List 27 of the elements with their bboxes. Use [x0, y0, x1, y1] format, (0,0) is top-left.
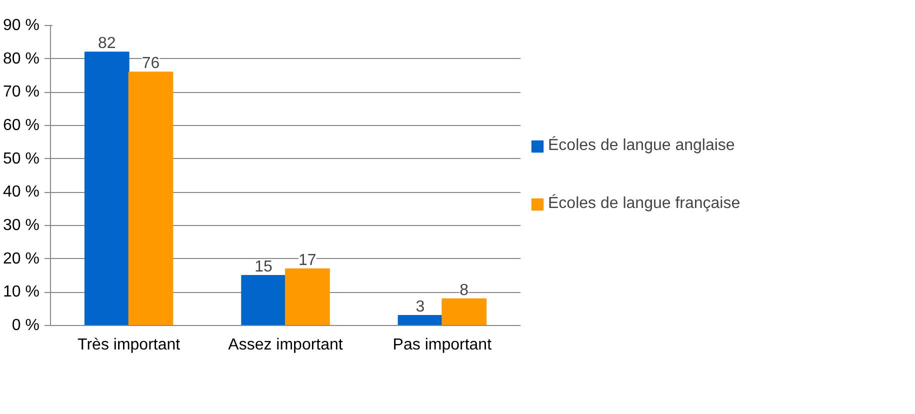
bar — [84, 52, 130, 326]
y-tick-label: 10 % — [3, 284, 40, 301]
data-label: 76 — [142, 55, 160, 72]
legend-label: Écoles de langue française — [548, 195, 740, 213]
data-label: 3 — [416, 298, 425, 316]
y-tick-label: 30 % — [3, 217, 40, 234]
bar — [398, 315, 443, 326]
legend-label: Écoles de langue anglaise — [548, 137, 735, 155]
x-tick-label: Très important — [78, 336, 181, 354]
data-label: 15 — [254, 258, 273, 276]
bar — [128, 72, 174, 326]
x-tick-label: Assez important — [228, 336, 344, 354]
x-tick-label: Pas important — [392, 336, 492, 354]
y-tick-label: 50 % — [3, 150, 40, 168]
y-tick-label: 70 % — [3, 84, 40, 101]
data-label: 82 — [98, 35, 116, 52]
bar — [241, 275, 286, 326]
data-label: 8 — [460, 282, 469, 299]
y-tick-label: 60 % — [3, 117, 40, 134]
y-tick-label: 90 % — [3, 17, 40, 34]
y-tick-label: 40 % — [3, 184, 40, 201]
bar — [285, 268, 330, 326]
y-tick-label: 80 % — [3, 50, 40, 68]
bar — [442, 298, 487, 326]
y-tick-label: 0 % — [12, 317, 40, 334]
data-label: 17 — [298, 252, 316, 269]
y-tick-label: 20 % — [3, 250, 40, 268]
